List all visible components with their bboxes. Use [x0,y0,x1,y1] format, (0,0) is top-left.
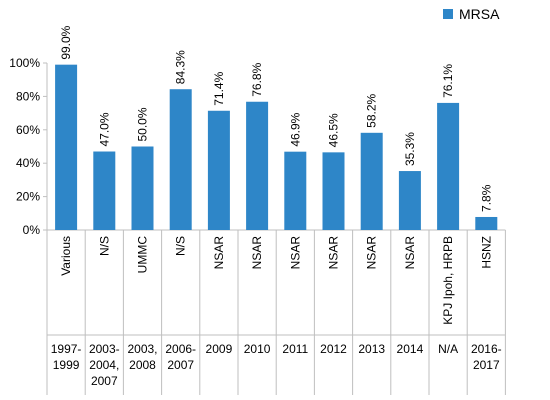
y-tick-label: 20% [16,190,40,204]
y-axis: 0% 20% 40% 60% 80% 100% [9,56,506,395]
data-label: 46.5% [327,113,341,147]
category-labels: Various N/S UMMC N/S NSAR NSAR NSAR NSAR NSAR NSA… [59,236,493,325]
group-label: 2016-2017 [471,342,502,372]
group-label: 1997-1999 [51,342,82,372]
y-tick-label: 100% [9,56,40,70]
legend-label: MRSA [459,6,500,22]
category-label: NSAR [212,236,226,270]
group-label: N/A [438,342,458,356]
group-label: 2010 [244,342,271,356]
bar [246,101,269,230]
group-label: 2003-2004, 2007 [89,342,120,388]
category-label: NSAR [403,236,417,270]
group-label: 2012 [320,342,347,356]
legend: MRSA [443,6,499,22]
y-tick-label: 60% [16,123,40,137]
bar [93,151,116,230]
bars [55,64,498,231]
bar [55,64,78,230]
category-label: NSAR [288,236,302,270]
bar [322,152,345,230]
data-label: 35.3% [403,132,417,166]
data-label: 76.1% [441,64,455,98]
bar [131,146,154,230]
data-label: 47.0% [97,112,111,146]
bar [437,102,460,230]
category-label: UMMC [136,236,150,274]
data-label: 99.0% [59,25,73,59]
data-label: 58.2% [365,93,379,127]
group-label: 2011 [282,342,308,356]
y-tick-label: 40% [16,156,40,170]
bar [284,151,307,230]
data-label: 84.3% [174,50,188,84]
data-label: 50.0% [136,107,150,141]
bar [360,132,383,230]
group-label: 2009 [206,342,233,356]
y-tick-label: 0% [23,223,41,237]
category-label: N/S [97,236,111,256]
category-label: NSAR [250,236,264,270]
bar [169,89,192,231]
data-label: 7.8% [479,184,493,212]
category-label: NSAR [327,236,341,270]
bar [398,171,421,230]
group-label: 2014 [397,342,424,356]
y-tick-label: 80% [16,89,40,103]
data-label: 71.4% [212,71,226,105]
group-label: 2006-2007 [165,342,196,372]
data-labels: 99.0% 47.0% 50.0% 84.3% 71.4% 76.8% 46.9% 46.5%… [59,25,493,212]
bar [207,110,230,230]
data-label: 46.9% [288,112,302,146]
data-label: 76.8% [250,62,264,96]
bar [475,216,498,230]
category-label: KPJ Ipoh, HRPB [441,236,455,325]
category-label: N/S [174,236,188,256]
category-label: HSNZ [479,236,493,269]
group-label: 2003, 2008 [127,342,157,372]
category-label: NSAR [365,236,379,270]
category-label: Various [59,236,73,276]
group-label: 2013 [358,342,385,356]
legend-swatch [443,9,453,19]
